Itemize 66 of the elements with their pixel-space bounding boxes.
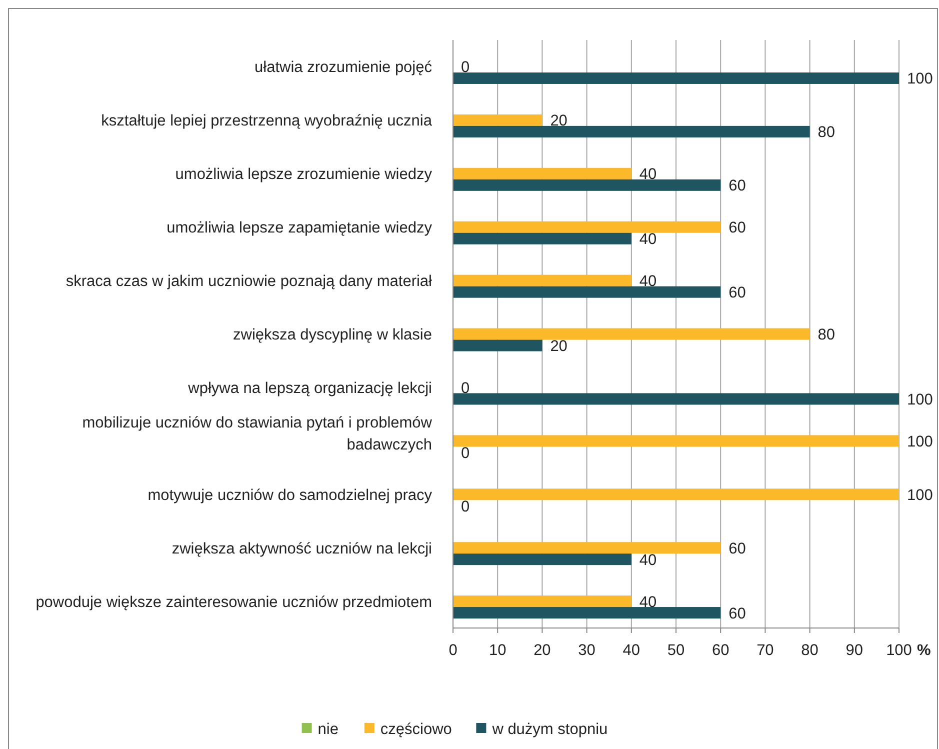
bar <box>453 72 899 84</box>
data-label: 40 <box>639 273 658 290</box>
data-label: 0 <box>461 444 470 462</box>
data-label: 0 <box>461 380 470 397</box>
data-label: 60 <box>728 220 746 237</box>
bar <box>453 232 632 244</box>
data-label: 0 <box>461 59 470 76</box>
x-tick-label: 80 <box>801 642 819 659</box>
y-tick-label: motywuje uczniów do samodzielnej pracy <box>148 486 432 504</box>
x-tick-label: 20 <box>534 642 552 659</box>
bar <box>453 340 542 352</box>
x-tick-label: 100 <box>886 642 912 659</box>
x-tick-label: 70 <box>756 642 774 659</box>
x-tick-label: 10 <box>488 642 507 659</box>
y-tick-label: zwiększa dyscyplinę w klasie <box>233 326 432 344</box>
data-label: 60 <box>728 178 746 195</box>
legend-label: częściowo <box>380 721 452 738</box>
x-tick-label: 50 <box>667 642 685 659</box>
bar <box>453 435 899 447</box>
bar <box>453 554 632 566</box>
x-tick-label: 60 <box>712 642 730 659</box>
bar <box>453 542 721 554</box>
bar <box>453 393 899 405</box>
legend-label: w dużym stopniu <box>491 721 608 738</box>
bar <box>453 221 721 233</box>
data-label: 20 <box>550 338 568 355</box>
bar <box>453 274 632 286</box>
x-tick-label: 0 <box>448 642 458 659</box>
bar <box>453 488 899 500</box>
data-label: 40 <box>639 552 658 569</box>
bar <box>453 328 810 340</box>
y-tick-label: ułatwia zrozumienie pojęć <box>254 59 432 76</box>
bar <box>453 179 721 191</box>
data-label: 100 <box>907 70 934 88</box>
data-label: 60 <box>728 540 746 558</box>
bar <box>453 114 542 126</box>
bar <box>453 596 632 608</box>
x-tick-label: 40 <box>622 642 640 659</box>
data-label: 40 <box>639 166 658 184</box>
data-label: 0 <box>461 498 470 516</box>
x-axis-title: % <box>917 642 931 659</box>
data-label: 20 <box>550 112 568 130</box>
data-label: 40 <box>639 594 658 611</box>
x-tick-label: 90 <box>846 642 864 659</box>
data-label: 100 <box>907 486 934 504</box>
bar <box>453 607 721 619</box>
data-label: 60 <box>728 284 746 302</box>
legend-label: nie <box>318 721 338 738</box>
data-label: 80 <box>818 124 836 142</box>
bar <box>453 126 810 138</box>
y-tick-label: kształtuje lepiej przestrzenną wyobraźnię ucznia <box>101 112 432 130</box>
y-tick-label: wpływa na lepszą organizację lekcji <box>187 380 432 397</box>
y-tick-label: mobilizuje uczniów do stawiania pytań i problemów badawczych <box>82 414 433 454</box>
y-tick-label: umożliwia lepsze zrozumienie wiedzy <box>175 166 432 184</box>
data-label: 80 <box>818 326 836 344</box>
data-label: 40 <box>639 231 658 248</box>
data-label: 100 <box>907 433 934 450</box>
bar <box>453 168 632 180</box>
bar <box>453 286 721 298</box>
data-label: 100 <box>907 391 934 408</box>
y-tick-label: powoduje większe zainteresowanie uczniów przedmiotem <box>36 594 432 611</box>
x-tick-label: 30 <box>578 642 596 659</box>
y-tick-label: zwiększa aktywność uczniów na lekcji <box>172 540 432 558</box>
y-tick-label: skraca czas w jakim uczniowie poznają dany materiał <box>66 273 433 290</box>
y-tick-label: umożliwia lepsze zapamiętanie wiedzy <box>166 220 432 237</box>
data-label: 60 <box>728 605 746 622</box>
